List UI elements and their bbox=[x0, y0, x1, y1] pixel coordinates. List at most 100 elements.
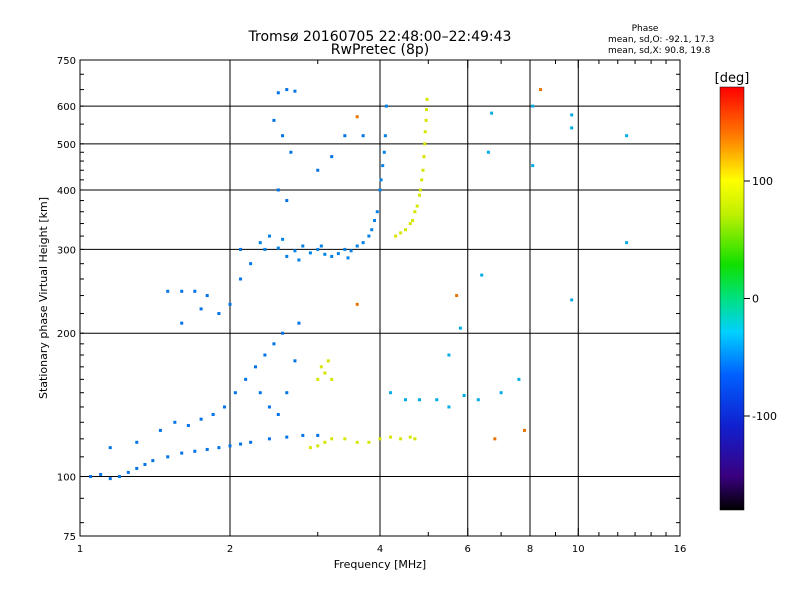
data-point bbox=[361, 241, 365, 245]
x-axis-label: Frequency [MHz] bbox=[334, 558, 426, 571]
chart-title: Tromsø 20160705 22:48:00–22:49:43 RwPret… bbox=[248, 29, 512, 58]
data-point bbox=[316, 377, 320, 381]
data-point bbox=[166, 289, 170, 293]
data-point bbox=[490, 111, 494, 115]
phase-stats-o-mode: mean, sd,O: -92.1, 17.3 bbox=[608, 35, 714, 45]
data-point bbox=[378, 188, 382, 192]
data-point bbox=[180, 289, 184, 293]
data-point bbox=[399, 231, 403, 235]
data-point bbox=[285, 254, 289, 258]
data-point bbox=[323, 252, 327, 256]
data-point bbox=[285, 391, 289, 395]
data-point bbox=[370, 228, 374, 232]
data-point bbox=[281, 134, 285, 138]
data-point bbox=[143, 462, 147, 466]
data-point bbox=[285, 199, 289, 203]
data-point bbox=[316, 433, 320, 437]
data-point bbox=[267, 234, 271, 238]
data-point bbox=[158, 428, 162, 432]
y-tick-label: 100 bbox=[57, 473, 76, 484]
y-axis: 75 100 200 300 400 500 600 750 bbox=[57, 56, 680, 543]
data-point bbox=[249, 262, 253, 266]
data-point bbox=[99, 472, 103, 476]
data-point bbox=[135, 466, 139, 470]
data-point bbox=[293, 359, 297, 363]
data-point bbox=[458, 326, 462, 330]
data-point bbox=[199, 307, 203, 311]
data-point bbox=[447, 353, 451, 357]
y-tick-label: 400 bbox=[57, 186, 76, 197]
data-point bbox=[151, 459, 155, 463]
data-point bbox=[423, 142, 427, 146]
data-point bbox=[418, 188, 422, 192]
data-point bbox=[330, 437, 334, 441]
data-point bbox=[267, 405, 271, 409]
data-point bbox=[343, 134, 347, 138]
data-point bbox=[476, 398, 480, 402]
data-point bbox=[319, 365, 323, 369]
chart-title-main: Tromsø 20160705 22:48:00–22:49:43 bbox=[248, 29, 512, 45]
data-point bbox=[276, 412, 280, 416]
data-point bbox=[355, 115, 359, 119]
data-point bbox=[239, 442, 243, 446]
data-point bbox=[249, 440, 253, 444]
data-point bbox=[263, 247, 267, 251]
grid-lines bbox=[80, 60, 680, 536]
data-point bbox=[285, 88, 289, 92]
phase-stats-heading: Phase bbox=[632, 24, 659, 34]
data-point bbox=[413, 437, 417, 441]
data-point bbox=[180, 321, 184, 325]
data-point bbox=[108, 446, 112, 450]
data-point bbox=[228, 302, 232, 306]
data-point bbox=[408, 435, 412, 439]
data-point bbox=[297, 321, 301, 325]
data-point bbox=[281, 237, 285, 241]
data-point bbox=[375, 210, 379, 214]
data-point bbox=[285, 435, 289, 439]
x-tick-label: 8 bbox=[527, 544, 533, 555]
data-point bbox=[173, 420, 177, 424]
data-point bbox=[276, 246, 280, 250]
data-point bbox=[417, 398, 421, 402]
data-point bbox=[281, 331, 285, 335]
data-point bbox=[411, 219, 415, 223]
phase-stats-x-mode: mean, sd,X: 90.8, 19.8 bbox=[608, 46, 711, 56]
data-point bbox=[425, 97, 429, 101]
x-tick-label: 4 bbox=[377, 544, 383, 555]
y-tick-label: 750 bbox=[57, 56, 76, 67]
x-tick-label: 10 bbox=[572, 544, 585, 555]
data-point bbox=[205, 294, 209, 298]
data-point bbox=[117, 475, 121, 479]
data-point bbox=[462, 393, 466, 397]
data-point bbox=[435, 398, 439, 402]
data-point bbox=[523, 428, 527, 432]
data-point bbox=[355, 302, 359, 306]
x-tick-label: 2 bbox=[227, 544, 233, 555]
phase-colorbar: [deg] 100 0 -100 bbox=[715, 71, 777, 511]
data-point bbox=[423, 130, 427, 134]
data-point bbox=[420, 178, 424, 182]
data-point bbox=[316, 444, 320, 448]
data-points bbox=[89, 88, 629, 481]
y-tick-label: 300 bbox=[57, 245, 76, 256]
colorbar-unit-label: [deg] bbox=[715, 71, 750, 86]
data-point bbox=[258, 241, 262, 245]
data-point bbox=[517, 377, 521, 381]
data-point bbox=[186, 423, 190, 427]
data-point bbox=[336, 252, 340, 256]
data-point bbox=[381, 164, 385, 168]
data-point bbox=[316, 247, 320, 251]
y-tick-label: 500 bbox=[57, 140, 76, 151]
data-point bbox=[233, 391, 237, 395]
x-tick-label: 1 bbox=[77, 544, 83, 555]
y-tick-label: 75 bbox=[63, 532, 76, 543]
colorbar-tick-label: 100 bbox=[752, 175, 773, 188]
data-point bbox=[367, 234, 371, 238]
data-point bbox=[486, 150, 490, 154]
data-point bbox=[421, 168, 425, 172]
data-point bbox=[272, 118, 276, 122]
data-point bbox=[403, 398, 407, 402]
chart-subtitle: RwPretec (8p) bbox=[331, 42, 429, 58]
colorbar-ticks: 100 0 -100 bbox=[744, 175, 777, 423]
data-point bbox=[301, 433, 305, 437]
